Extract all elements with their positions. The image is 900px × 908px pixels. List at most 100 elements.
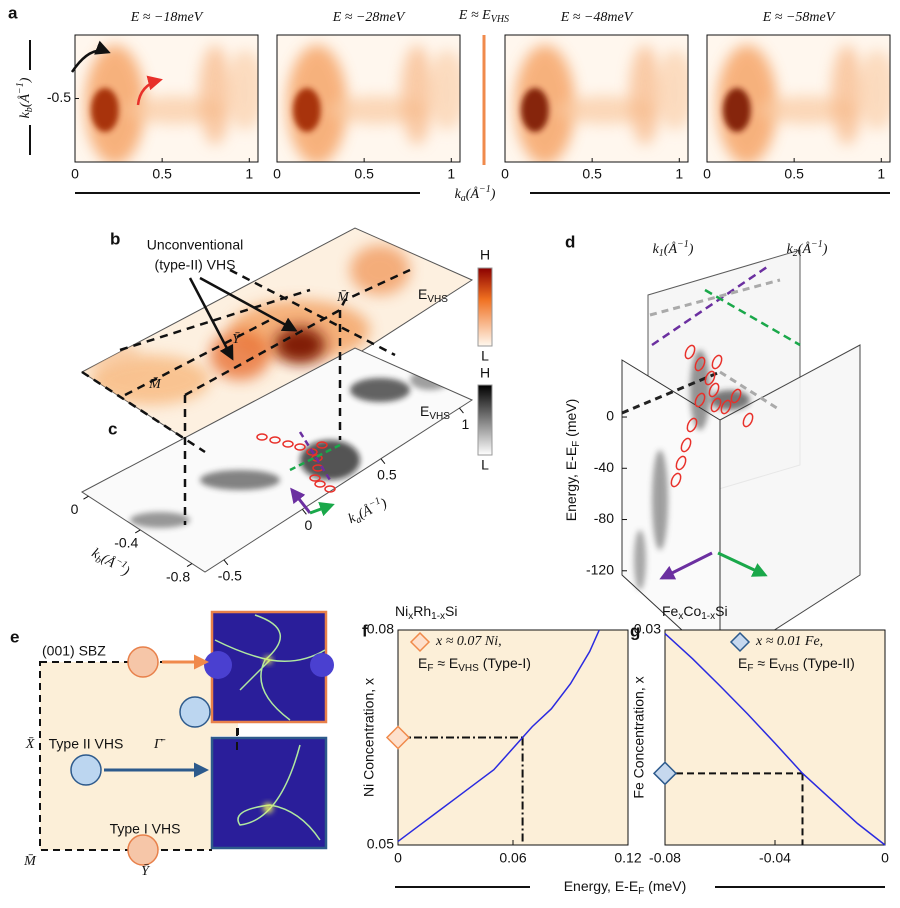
panel-title: E ≈ −18meV bbox=[130, 10, 204, 25]
chart-title: NixRh1-xSi bbox=[395, 603, 458, 622]
cut-line bbox=[704, 288, 801, 347]
colorbar bbox=[477, 267, 493, 347]
intensity bbox=[652, 450, 668, 550]
annotation: x ≈ 0.07 Ni, bbox=[435, 634, 502, 649]
y-tick-label: -0.4 bbox=[114, 535, 138, 551]
x-tick-label: 0.5 bbox=[354, 166, 374, 182]
y-tick-label: -0.8 bbox=[166, 568, 190, 584]
intensity bbox=[293, 88, 321, 132]
hotspot bbox=[264, 656, 272, 664]
y-axis-label: Fe Concentration, x bbox=[631, 676, 647, 798]
intensity bbox=[200, 470, 280, 490]
y-tick-label: 0.05 bbox=[367, 836, 394, 852]
label: b bbox=[110, 229, 120, 248]
marker bbox=[652, 761, 678, 786]
y-axis-label: kb(Å−1) bbox=[88, 544, 134, 582]
label: c bbox=[108, 419, 117, 438]
bz bbox=[39, 661, 239, 851]
text-part: E ≈ E bbox=[458, 8, 491, 23]
text-part: Fe bbox=[662, 603, 679, 619]
label: L bbox=[481, 348, 489, 364]
vhs-marker bbox=[269, 436, 281, 444]
x-tick-label: 1 bbox=[447, 166, 455, 182]
label: Type II VHS bbox=[49, 736, 124, 752]
intensity bbox=[130, 512, 190, 528]
label: f bbox=[362, 621, 368, 640]
vhs-marker bbox=[294, 443, 306, 451]
text-part: (meV) bbox=[563, 399, 579, 441]
y-tick-label: -0.5 bbox=[47, 89, 71, 105]
y-tick-label: 0.08 bbox=[367, 621, 394, 637]
text-part: F bbox=[571, 441, 582, 447]
line bbox=[397, 629, 600, 843]
arrow bbox=[717, 551, 768, 577]
x-tick-label: -0.04 bbox=[759, 850, 791, 866]
label: M̄ bbox=[23, 854, 37, 869]
text-part: F bbox=[638, 886, 644, 897]
label: M̄ bbox=[336, 290, 350, 305]
text-part: 2 bbox=[793, 248, 798, 259]
frame bbox=[276, 34, 461, 163]
intensity bbox=[225, 50, 258, 130]
x-tick-label: 0.12 bbox=[614, 850, 641, 866]
text-part: ) bbox=[490, 187, 496, 202]
x-axis-label: ka(Å−1) bbox=[455, 184, 496, 204]
y-axis-label: Ni Concentration, x bbox=[361, 678, 377, 797]
text-part: (Å bbox=[664, 241, 678, 257]
panel-title: E ≈ EVHS bbox=[458, 8, 509, 25]
text-part: x bbox=[678, 611, 683, 622]
arrow bbox=[136, 75, 163, 106]
y-tick-label: 0.03 bbox=[634, 621, 661, 637]
x-tick-label: 0.5 bbox=[377, 466, 397, 482]
text-part: Co bbox=[683, 603, 701, 619]
label: Ȳ bbox=[141, 863, 151, 879]
x-tick-label: 0.5 bbox=[582, 166, 602, 182]
label: EVHS bbox=[418, 286, 448, 305]
x-tick-label: -0.5 bbox=[218, 568, 242, 584]
intensity bbox=[350, 245, 410, 295]
x-tick-label: 0 bbox=[881, 850, 889, 866]
x-tick-label: -0.08 bbox=[649, 850, 681, 866]
text-part: E bbox=[418, 655, 427, 671]
text-part: E bbox=[420, 403, 429, 419]
text-part: E bbox=[738, 655, 747, 671]
bz-line bbox=[119, 288, 311, 352]
intensity bbox=[91, 88, 119, 132]
text-part: x ≈ 0.01 Fe, bbox=[755, 634, 823, 649]
text-part: k bbox=[455, 187, 462, 202]
annotation: x ≈ 0.01 Fe, bbox=[755, 634, 823, 649]
tick bbox=[380, 458, 386, 464]
intensity bbox=[634, 530, 646, 590]
cut-line bbox=[651, 263, 771, 347]
text-part: 1-x bbox=[701, 611, 715, 622]
label: (type-II) VHS bbox=[155, 257, 236, 273]
text-part: Ni bbox=[395, 603, 408, 619]
bz-line bbox=[184, 268, 411, 397]
vhs-marker bbox=[675, 455, 687, 471]
label: d bbox=[565, 232, 575, 251]
pocket bbox=[310, 653, 334, 677]
text-part: a bbox=[461, 193, 466, 204]
x-axis-label: ka(Å−1) bbox=[345, 494, 391, 530]
text-part: VHS bbox=[427, 294, 448, 305]
intensity bbox=[401, 45, 433, 145]
intensity bbox=[275, 327, 325, 363]
text-part: Si bbox=[715, 603, 727, 619]
text-part: 1 bbox=[659, 248, 664, 259]
x-tick-label: 0.06 bbox=[499, 850, 526, 866]
label: Type I VHS bbox=[110, 821, 181, 837]
text-part: F bbox=[747, 663, 753, 674]
panel-title: E ≈ −28meV bbox=[332, 10, 406, 25]
tick bbox=[223, 559, 229, 566]
plane bbox=[719, 344, 861, 666]
text-part: −1 bbox=[811, 239, 823, 250]
legend-marker bbox=[409, 631, 431, 653]
type1-vhs bbox=[127, 646, 159, 678]
intensity bbox=[521, 88, 549, 132]
pocket bbox=[204, 651, 232, 679]
marker bbox=[385, 725, 411, 750]
label: e bbox=[10, 627, 19, 646]
text-part: b bbox=[93, 554, 103, 566]
vhs-marker bbox=[694, 392, 706, 408]
label: L bbox=[481, 457, 489, 473]
